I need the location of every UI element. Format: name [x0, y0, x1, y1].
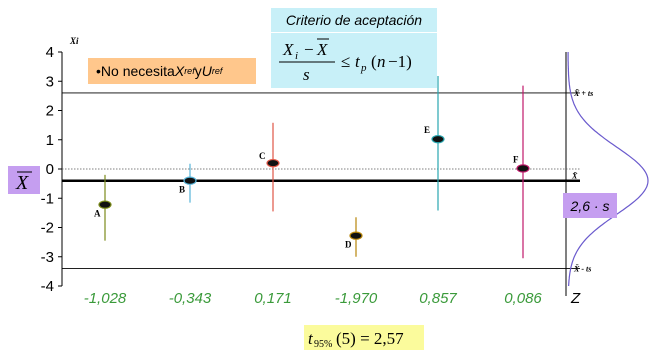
point-label-c: C: [259, 151, 266, 161]
svg-text:−1): −1): [388, 52, 412, 71]
svg-text:t: t: [355, 52, 361, 71]
svg-text:≤: ≤: [341, 52, 350, 71]
svg-text:(5) = 2,57: (5) = 2,57: [336, 329, 404, 348]
svg-text:95%: 95%: [314, 339, 332, 350]
note-text: •No necesita: [96, 63, 175, 79]
y-tick-label: -3: [41, 249, 54, 266]
y-tick-label: 4: [46, 44, 54, 61]
u-ref-symbol: U: [201, 63, 212, 79]
data-point-d: [349, 231, 363, 240]
svg-text:t: t: [308, 329, 314, 348]
note-conjunction: y: [194, 63, 202, 79]
y-tick-label: 2: [46, 103, 54, 120]
point-label-a: A: [94, 209, 101, 219]
svg-text:i: i: [295, 50, 298, 62]
z-score-label-f: 0,086: [504, 290, 542, 307]
y-tick-label: -4: [41, 278, 54, 295]
data-point-f: [516, 164, 530, 173]
data-point-c: [266, 158, 280, 168]
y-tick-label: 1: [46, 132, 54, 149]
point-label-d: D: [345, 240, 352, 250]
svg-text:−: −: [304, 40, 314, 59]
normal-distribution-curve: [567, 52, 649, 287]
point-label-b: B: [179, 185, 185, 195]
acceptance-criterion-title: Criterio de aceptación: [271, 8, 437, 32]
acceptance-criterion-text: Criterio de aceptación: [285, 12, 423, 28]
svg-text:X: X: [282, 40, 294, 59]
mean-label: X̄: [571, 172, 578, 181]
svg-text:(: (: [371, 52, 377, 71]
u-ref-subscript: ref: [211, 66, 223, 76]
z-score-label-e: 0,857: [419, 290, 457, 307]
data-point-e: [431, 134, 445, 144]
t95-value-box: t 95% (5) = 2,57: [304, 325, 424, 350]
y-axis-title: Xi: [69, 36, 79, 46]
mean-symbol-box: X: [8, 166, 40, 194]
svg-text:X: X: [15, 172, 29, 194]
ts-value-box: 2,6 · s: [563, 193, 617, 218]
lower-limit-label: X̄ - ts: [573, 264, 591, 273]
z-axis-label: Z: [570, 290, 581, 307]
svg-text:X: X: [316, 40, 328, 59]
z-score-label-b: -0,343: [169, 290, 212, 307]
point-label-f: F: [513, 154, 519, 164]
acceptance-formula: X i − X s ≤ t p ( n −1): [271, 33, 437, 88]
y-tick-label: -2: [41, 220, 54, 237]
svg-text:n: n: [377, 52, 386, 71]
upper-limit-label: X̄ + ts: [573, 89, 593, 98]
y-tick-label: 3: [46, 73, 54, 90]
z-score-label-d: -1,970: [335, 290, 378, 307]
svg-text:s: s: [303, 65, 310, 84]
x-ref-subscript: ref: [184, 66, 195, 76]
y-tick-label: -1: [41, 190, 54, 207]
x-ref-symbol: X: [174, 63, 185, 79]
y-tick-label: 0: [46, 161, 54, 178]
ts-value-text: 2,6 · s: [570, 197, 610, 214]
z-score-label-c: 0,171: [254, 290, 292, 307]
data-point-a: [98, 200, 112, 209]
z-score-label-a: -1,028: [84, 290, 127, 307]
point-label-e: E: [424, 125, 430, 135]
data-point-b: [183, 176, 197, 185]
svg-text:p: p: [360, 62, 367, 74]
